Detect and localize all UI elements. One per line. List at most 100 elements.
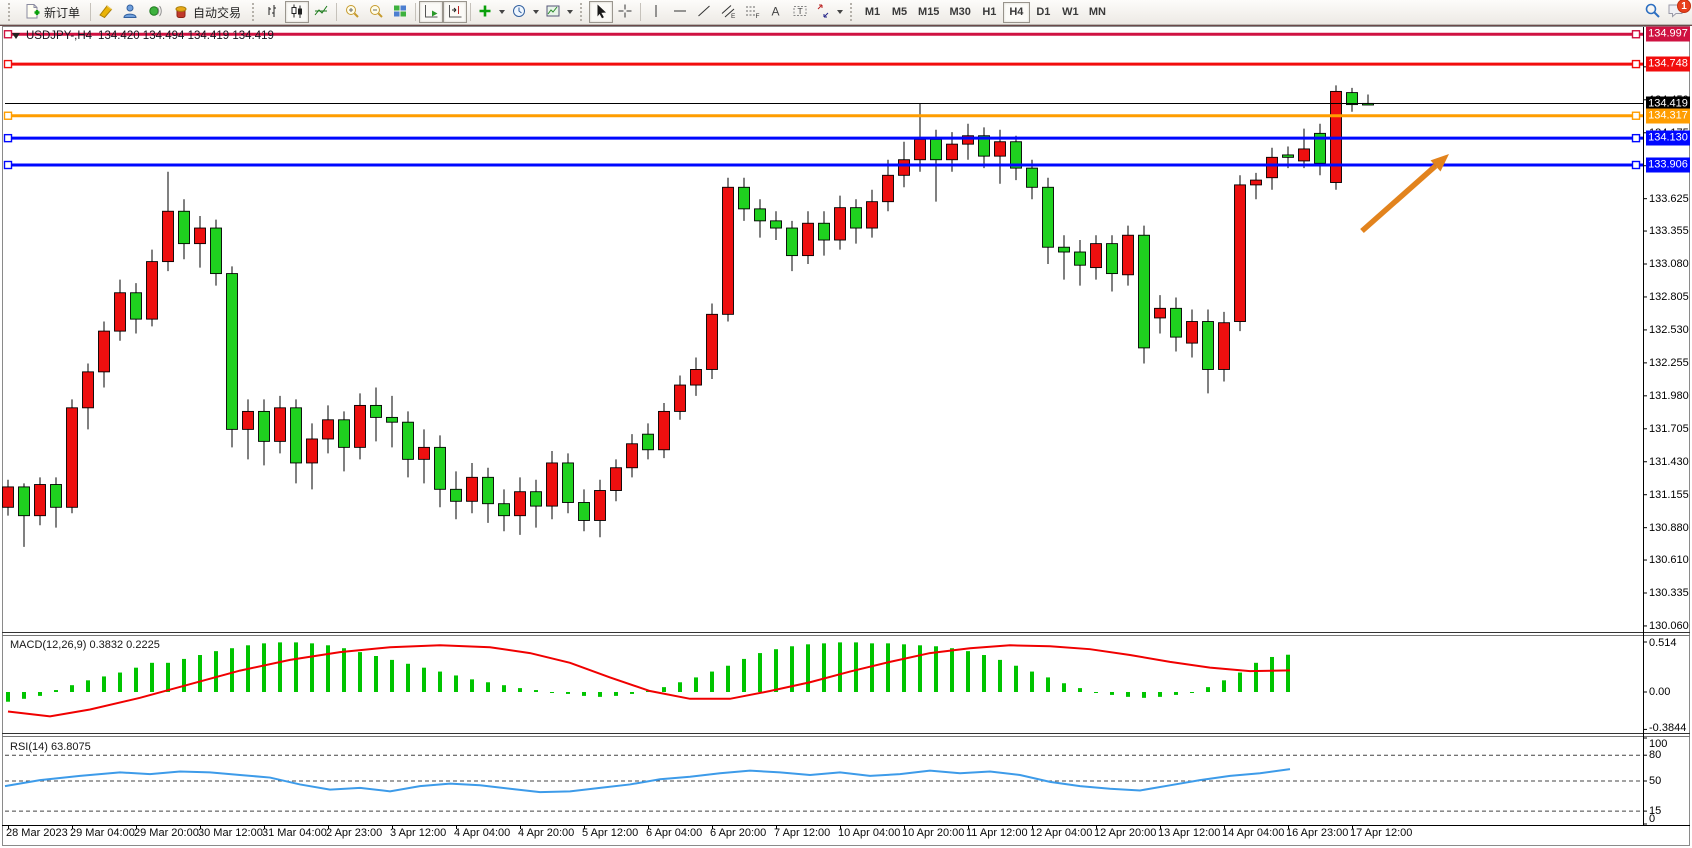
- rsi-axis-tick: 50: [1649, 775, 1662, 787]
- chevron-down-icon: [837, 10, 844, 14]
- line-chart-button[interactable]: [309, 1, 333, 23]
- profile-button[interactable]: [118, 1, 142, 23]
- price-line-badge: 134.748: [1646, 56, 1690, 72]
- candlestick-chart-button[interactable]: [285, 1, 310, 23]
- chevron-down-icon: [533, 10, 540, 14]
- time-axis-label: 6 Apr 20:00: [710, 827, 767, 839]
- time-axis-label: 6 Apr 04:00: [646, 827, 703, 839]
- trend-arrow-annotation[interactable]: [1430, 154, 1449, 172]
- time-axis-label: 10 Apr 04:00: [838, 827, 901, 839]
- arrows-icon: [815, 3, 831, 22]
- macd-label: MACD(12,26,9) 0.3832 0.2225: [10, 639, 160, 651]
- tile-windows-button[interactable]: [388, 1, 412, 23]
- price-axis-tick: 132.255: [1649, 356, 1689, 369]
- price-axis-tick: 130.880: [1649, 521, 1689, 534]
- price-axis-tick: 131.155: [1649, 488, 1689, 501]
- signal-button[interactable]: [142, 1, 166, 23]
- cursor-button[interactable]: [589, 1, 614, 23]
- toolbar-grip[interactable]: [8, 3, 13, 21]
- time-axis-label: 31 Mar 04:00: [262, 827, 327, 839]
- macd-axis-tick: 0.514: [1649, 637, 1677, 649]
- zoom-in-button[interactable]: [340, 1, 364, 23]
- timeframe-m1[interactable]: M1: [859, 2, 886, 23]
- vertical-line-button[interactable]: [644, 1, 668, 23]
- styler-icon: [98, 3, 114, 22]
- rsi-axis-tick: 80: [1649, 749, 1662, 762]
- time-axis-label: 16 Apr 23:00: [1286, 827, 1349, 839]
- price-line-badge: 134.130: [1646, 130, 1690, 146]
- text-label-button[interactable]: T: [788, 1, 812, 23]
- toolbar-separator: [640, 3, 642, 21]
- price-axis-tick: 133.625: [1649, 192, 1689, 205]
- vertical-line-icon: [648, 3, 664, 22]
- toolbar-grip[interactable]: [850, 3, 855, 21]
- chart-shift-button[interactable]: [443, 1, 468, 23]
- channel-button[interactable]: E: [716, 1, 740, 23]
- arrows-button[interactable]: [812, 1, 846, 23]
- channel-icon: E: [720, 3, 736, 22]
- timeframe-d1[interactable]: D1: [1030, 2, 1057, 23]
- time-axis-label: 3 Apr 12:00: [390, 827, 447, 839]
- styler-button[interactable]: [94, 1, 118, 23]
- bar-chart-button[interactable]: [261, 1, 285, 23]
- ohlc-values: 134.420 134.494 134.419 134.419: [98, 30, 274, 42]
- indicators-icon: [477, 3, 493, 22]
- zoom-in-icon: [344, 3, 360, 22]
- new-order-button[interactable]: 新订单: [17, 1, 87, 23]
- time-axis-label: 28 Mar 2023: [6, 827, 68, 839]
- toolbar-grip[interactable]: [252, 3, 257, 21]
- profile-icon: [122, 3, 138, 22]
- notifications-button[interactable]: 1: [1664, 0, 1691, 23]
- zoom-out-button[interactable]: [364, 1, 388, 23]
- time-axis-label: 7 Apr 12:00: [774, 827, 831, 839]
- price-axis-tick: 131.980: [1649, 389, 1689, 402]
- svg-text:A: A: [772, 4, 780, 18]
- timeframe-m15[interactable]: M15: [913, 2, 944, 23]
- trendline-button[interactable]: [692, 1, 716, 23]
- fibonacci-button[interactable]: F: [740, 1, 764, 23]
- price-axis-tick: 130.060: [1649, 619, 1689, 632]
- new-order-label: 新订单: [44, 5, 81, 20]
- toolbar-grip[interactable]: [580, 3, 585, 21]
- auto-scroll-icon: [423, 3, 439, 22]
- chevron-down-icon: [499, 10, 506, 14]
- search-icon: [1644, 2, 1661, 22]
- timeframe-h4[interactable]: H4: [1002, 1, 1030, 23]
- price-axis-tick: 133.355: [1649, 225, 1689, 238]
- time-axis-label: 5 Apr 12:00: [582, 827, 639, 839]
- toolbar-separator: [470, 3, 472, 21]
- time-axis-label: 12 Apr 04:00: [1030, 827, 1093, 839]
- time-axis-label: 17 Apr 12:00: [1350, 827, 1413, 839]
- price-line-badge: 134.317: [1646, 108, 1690, 124]
- rsi-axis-tick: 15: [1649, 805, 1662, 818]
- timeframe-m30[interactable]: M30: [944, 2, 975, 23]
- toolbar-separator: [415, 3, 417, 21]
- auto-scroll-button[interactable]: [419, 1, 444, 23]
- timeframe-mn[interactable]: MN: [1084, 2, 1111, 23]
- timeframe-h1[interactable]: H1: [976, 2, 1003, 23]
- crosshair-icon: [617, 3, 633, 22]
- text-button[interactable]: A: [764, 1, 788, 23]
- timeframe-m5[interactable]: M5: [886, 2, 913, 23]
- crosshair-button[interactable]: [613, 1, 637, 23]
- price-line-badge: 134.419: [1646, 96, 1690, 112]
- svg-text:E: E: [731, 13, 736, 19]
- zoom-out-icon: [368, 3, 384, 22]
- timeframe-w1[interactable]: W1: [1057, 2, 1084, 23]
- cursor-icon: [593, 3, 609, 22]
- time-axis-label: 29 Mar 20:00: [134, 827, 199, 839]
- auto-trading-button[interactable]: 自动交易: [166, 1, 248, 23]
- templates-icon: [545, 3, 561, 22]
- price-line-badge: 134.997: [1646, 26, 1690, 42]
- search-button[interactable]: [1640, 1, 1664, 23]
- price-axis-tick: 132.805: [1649, 290, 1689, 303]
- indicators-button[interactable]: [474, 1, 508, 23]
- periods-button[interactable]: [508, 1, 542, 23]
- text-label-icon: T: [792, 3, 808, 22]
- tile-windows-icon: [392, 3, 408, 22]
- templates-button[interactable]: [542, 1, 576, 23]
- rsi-axis-tick: 100: [1649, 738, 1668, 750]
- horizontal-line-button[interactable]: [668, 1, 692, 23]
